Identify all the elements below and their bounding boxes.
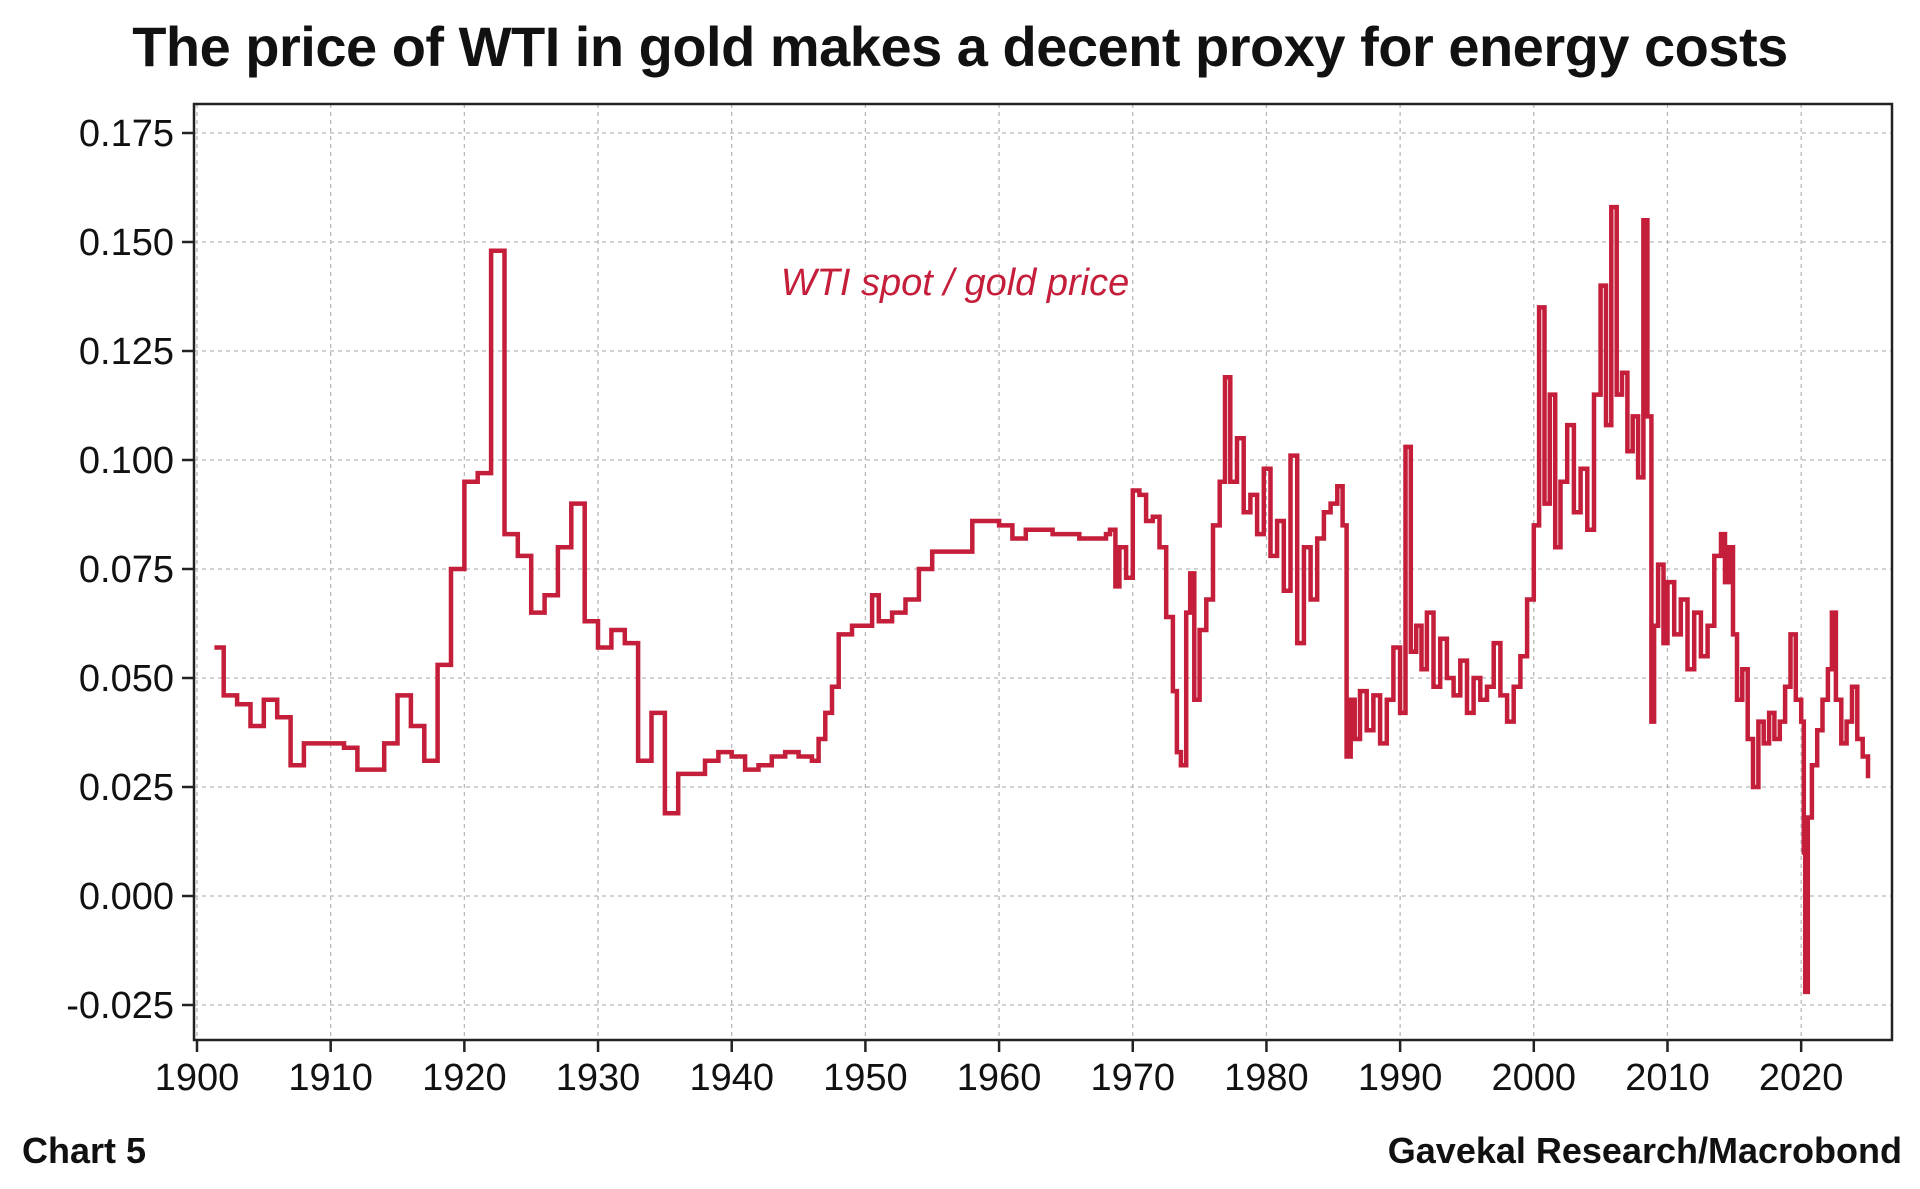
x-tick-label: 2000 — [1492, 1057, 1577, 1099]
series-layer — [214, 204, 1871, 995]
x-tick-label: 1970 — [1090, 1057, 1175, 1099]
x-tick-label: 1960 — [957, 1057, 1042, 1099]
x-tick-label: 1900 — [155, 1057, 240, 1099]
axes: 0.175 0.150 0.125 0.100 0.075 0.050 0.025 0.000… — [66, 113, 1843, 1099]
x-tick-label: 2010 — [1625, 1057, 1710, 1099]
x-tick-label: 1950 — [823, 1057, 908, 1099]
x-tick-label: 1980 — [1224, 1057, 1309, 1099]
y-tick-label: 0.125 — [79, 331, 174, 373]
chart-title: The price of WTI in gold makes a decent … — [132, 15, 1788, 78]
source-credit: Gavekal Research/Macrobond — [1387, 1130, 1902, 1171]
x-tick-label: 1940 — [689, 1057, 774, 1099]
y-tick-label: 0.175 — [79, 113, 174, 155]
x-tick-label: 1990 — [1358, 1057, 1443, 1099]
x-tick-label: 1930 — [556, 1057, 641, 1099]
plot-frame — [192, 102, 1894, 1042]
chart-number: Chart 5 — [22, 1130, 147, 1171]
x-tick-label: 1910 — [288, 1057, 373, 1099]
y-tick-label: -0.025 — [66, 985, 174, 1027]
y-tick-label: 0.000 — [79, 876, 174, 918]
series-line — [214, 204, 1871, 995]
y-tick-label: 0.025 — [79, 767, 174, 809]
gridlines — [194, 104, 1892, 1040]
y-tick-label: 0.150 — [79, 222, 174, 264]
y-tick-label: 0.050 — [79, 658, 174, 700]
series-label: WTI spot / gold price — [781, 262, 1129, 304]
y-tick-label: 0.100 — [79, 440, 174, 482]
y-tick-label: 0.075 — [79, 549, 174, 591]
x-tick-label: 1920 — [422, 1057, 507, 1099]
x-tick-label: 2020 — [1759, 1057, 1844, 1099]
